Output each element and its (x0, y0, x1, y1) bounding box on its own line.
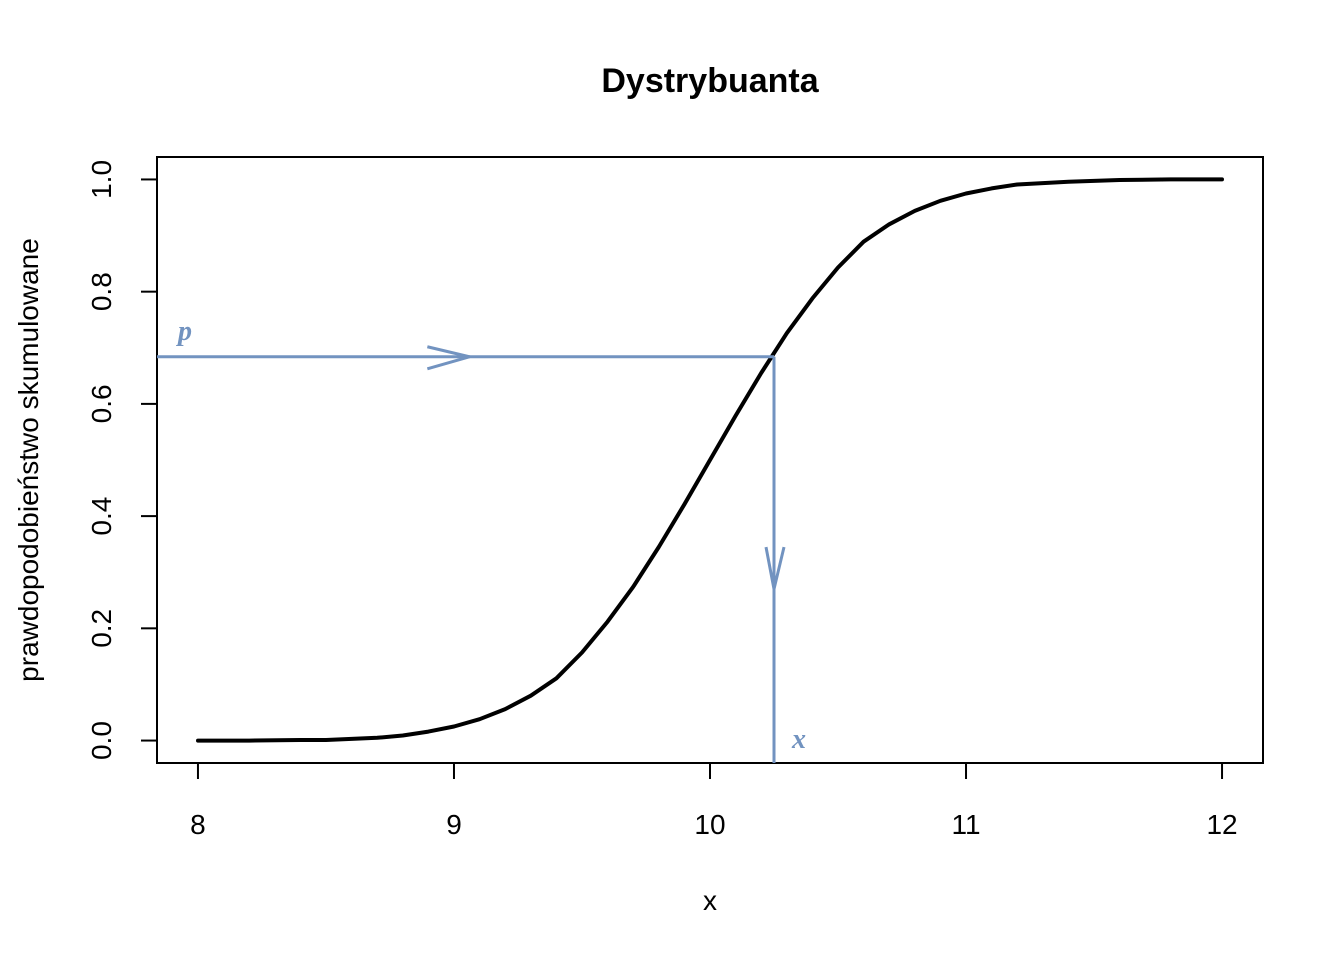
y-tick-label: 0.6 (86, 384, 117, 423)
cdf-line (196, 177, 1224, 743)
right-arrowhead (426, 345, 471, 371)
y-axis: 0.0 0.2 0.4 0.6 0.8 1.0 (86, 160, 158, 760)
down-arrowhead (764, 546, 786, 591)
y-tick-label: 1.0 (86, 160, 117, 199)
x-tick-label: 8 (190, 809, 206, 840)
x-tick-label: 9 (446, 809, 462, 840)
x-tick-label: 12 (1206, 809, 1237, 840)
y-tick-label: 0.2 (86, 609, 117, 648)
y-tick-label: 0.8 (86, 272, 117, 311)
y-axis-label: prawdopodobieństwo skumulowane (13, 238, 44, 682)
x-axis-label: x (703, 885, 717, 916)
annotation-layer: px (157, 316, 806, 763)
y-tick-label: 0.4 (86, 497, 117, 536)
x-tick-label: 11 (951, 809, 980, 840)
series-layer (196, 177, 1224, 743)
p-annotation: p (176, 316, 192, 347)
chart-title: Dystrybuanta (601, 62, 819, 100)
x-annotation: x (791, 724, 806, 755)
x-tick-label: 10 (694, 809, 725, 840)
y-tick-label: 0.0 (86, 721, 117, 760)
x-axis: 8 9 10 11 12 (190, 762, 1238, 840)
